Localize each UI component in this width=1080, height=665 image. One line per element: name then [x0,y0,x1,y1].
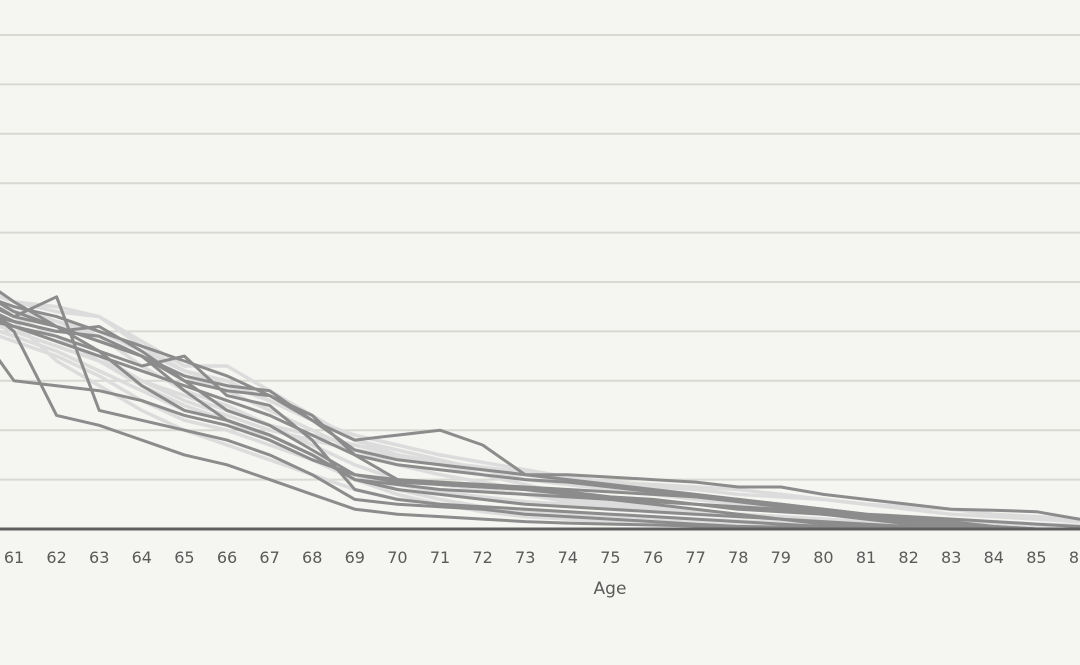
x-tick-label: 78 [728,548,748,567]
x-tick-label: 73 [515,548,535,567]
x-axis-title: Age [594,579,627,599]
x-tick-label: 63 [89,548,109,567]
x-tick-label: 70 [387,548,407,567]
x-tick-label: 85 [1026,548,1046,567]
series-line-dark [0,321,1080,531]
series-line-light [0,308,1080,524]
dark-series-group [0,290,1080,531]
x-tick-label: 77 [685,548,705,567]
x-tick-label: 86 [1069,548,1080,567]
x-tick-label: 81 [856,548,876,567]
x-tick-label: 80 [813,548,833,567]
x-tick-label: 62 [46,548,66,567]
x-tick-label: 72 [472,548,492,567]
x-tick-label: 82 [898,548,918,567]
x-tick-label: 67 [259,548,279,567]
series-line-dark [0,300,1080,531]
x-tick-label: 66 [217,548,237,567]
x-tick-label: 64 [132,548,152,567]
x-tick-label: 71 [430,548,450,567]
series-line-dark [0,301,1080,531]
gridlines [0,34,1080,481]
x-tick-label: 83 [941,548,961,567]
x-axis-tick-labels: 61 62 63 64 65 66 67 68 69 70 71 72 73 74 75 76 77 78 79 80… [4,548,1080,567]
x-tick-label: 61 [4,548,24,567]
x-tick-label: 84 [984,548,1004,567]
x-tick-label: 75 [600,548,620,567]
x-tick-label: 65 [174,548,194,567]
x-tick-label: 79 [771,548,791,567]
x-tick-label: 76 [643,548,663,567]
x-tick-label: 68 [302,548,322,567]
x-tick-label: 69 [345,548,365,567]
x-tick-label: 74 [558,548,578,567]
